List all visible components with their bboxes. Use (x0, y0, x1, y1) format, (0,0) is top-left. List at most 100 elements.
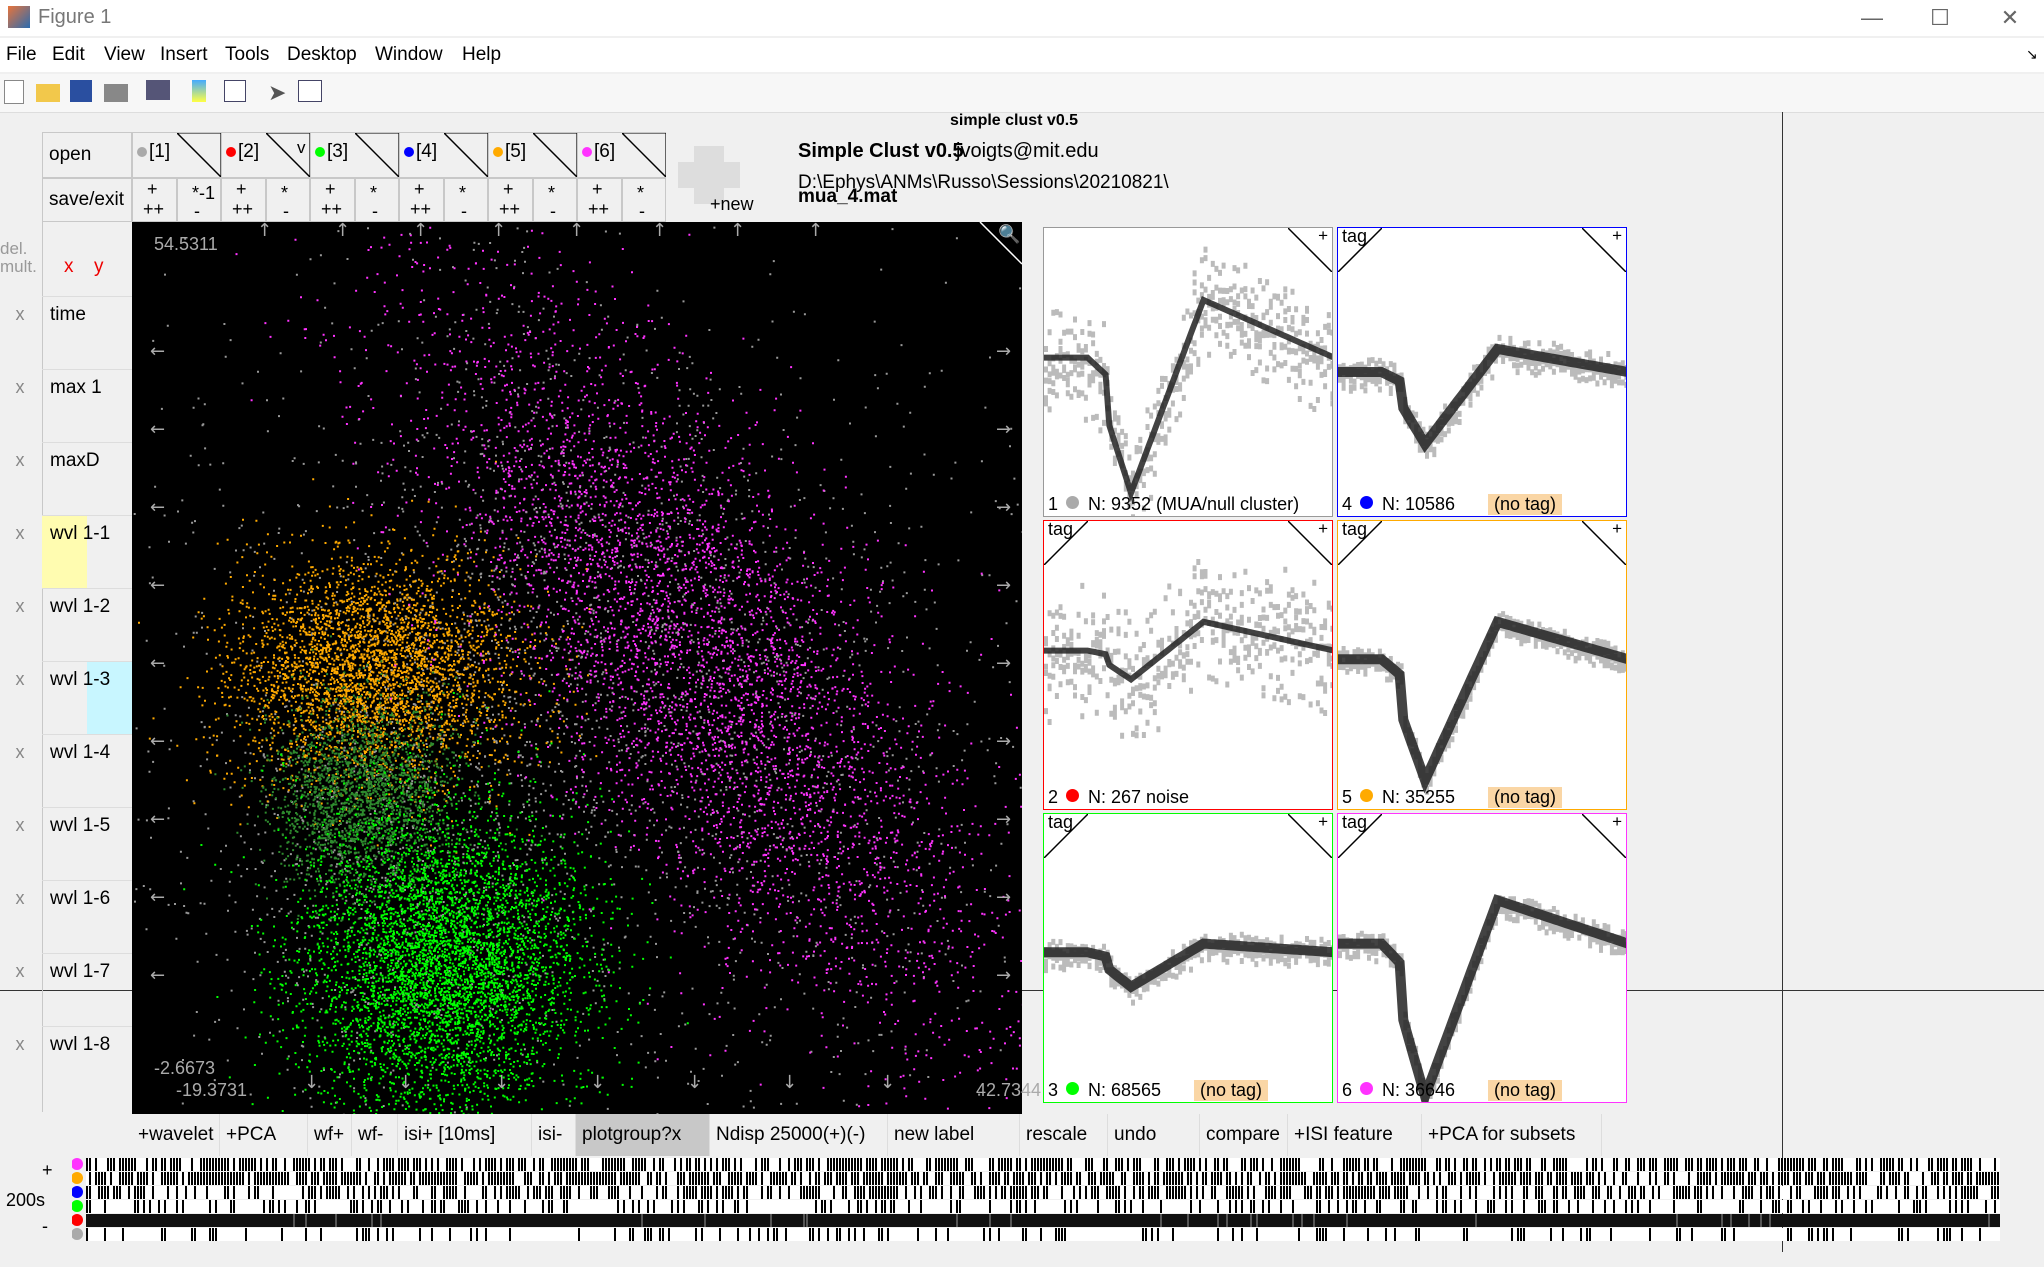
tab-corner-icon[interactable] (266, 133, 310, 177)
cluster-4-remove[interactable]: * - (444, 178, 488, 222)
bottom-button-9[interactable]: rescale (1020, 1114, 1108, 1156)
feature-delete-4[interactable]: x (15, 596, 25, 616)
feature-y-cell-0[interactable] (87, 296, 132, 370)
waveform-tag[interactable]: (no tag) (1488, 787, 1563, 808)
bottom-button-11[interactable]: compare (1200, 1114, 1288, 1156)
new-cluster-button[interactable]: +new (672, 134, 762, 218)
save-icon[interactable] (70, 80, 92, 102)
feature-x-cell-3[interactable] (42, 515, 87, 589)
save-exit-button[interactable]: save/exit (42, 178, 132, 222)
feature-x-cell-2[interactable] (42, 442, 87, 516)
menu-window[interactable]: Window (375, 44, 443, 65)
waveform-panel-5[interactable]: + tag 5 N: 35255 (no tag) (1337, 519, 1627, 810)
open-folder-icon[interactable] (36, 84, 60, 102)
cluster-1-remove[interactable]: *-1 - (177, 178, 221, 222)
cluster-2-remove[interactable]: * - (266, 178, 310, 222)
cluster-3-remove[interactable]: * - (355, 178, 399, 222)
cluster-5-remove[interactable]: * - (533, 178, 577, 222)
zoom-icon[interactable]: 🔍 (998, 224, 1021, 244)
panel-plus[interactable]: + (1318, 812, 1328, 831)
panel-plus[interactable]: + (1612, 812, 1622, 831)
colorbar-icon[interactable] (192, 80, 206, 102)
feature-delete-1[interactable]: x (15, 377, 25, 397)
cluster-tab-1[interactable]: [1] (132, 132, 221, 178)
feature-delete-2[interactable]: x (15, 450, 25, 470)
bottom-button-6[interactable]: plotgroup?x (576, 1114, 710, 1156)
feature-x-cell-0[interactable] (42, 296, 87, 370)
tab-corner-icon[interactable] (177, 133, 221, 177)
feature-y-cell-7[interactable] (87, 807, 132, 881)
bottom-button-8[interactable]: new label (888, 1114, 1020, 1156)
waveform-tag[interactable]: (no tag) (1488, 494, 1563, 515)
panel-corner-icon[interactable] (1582, 228, 1626, 272)
bottom-button-4[interactable]: isi+ [10ms] (398, 1114, 532, 1156)
panel-corner-icon[interactable] (1288, 814, 1332, 858)
timeline-plus[interactable]: + (42, 1160, 53, 1180)
cluster-tab-4[interactable]: [4] (399, 132, 488, 178)
tag-corner-icon[interactable] (1338, 521, 1382, 565)
tab-corner-icon[interactable] (622, 133, 666, 177)
cluster-6-add[interactable]: + ++ (577, 178, 622, 222)
bottom-button-12[interactable]: +ISI feature (1288, 1114, 1422, 1156)
feature-delete-8[interactable]: x (15, 888, 25, 908)
new-file-icon[interactable] (4, 80, 24, 104)
waveform-panel-1[interactable]: + 1 N: 9352 (MUA/null cluster) (1043, 226, 1333, 517)
tag-button[interactable]: tag (1342, 519, 1368, 539)
scatter-plot[interactable]: ← → ← → ← → ← → ← → ← → ← → ← → ← → ↑ ↑ ↑ ↑ ↑ ↑ ↑ ↑ ↓ ↓ ↓ ↓ ↓ ↓ ↓ 54.531… (132, 222, 1022, 1114)
minimize-icon[interactable]: — (1861, 5, 1883, 30)
bottom-button-7[interactable]: Ndisp 25000(+)(-) (710, 1114, 888, 1156)
panel-plus[interactable]: + (1612, 519, 1622, 538)
close-icon[interactable]: ✕ (2000, 5, 2020, 30)
print-preview-icon[interactable] (146, 80, 170, 100)
bottom-button-10[interactable]: undo (1108, 1114, 1200, 1156)
feature-y-cell-2[interactable] (87, 442, 132, 516)
panel-corner-icon[interactable] (1288, 521, 1332, 565)
waveform-panel-4[interactable]: + tag 4 N: 10586 (no tag) (1337, 226, 1627, 517)
panel-corner-icon[interactable] (1582, 521, 1626, 565)
menu-view[interactable]: View (104, 44, 145, 65)
feature-delete-0[interactable]: x (15, 304, 25, 324)
panel-corner-icon[interactable] (1582, 814, 1626, 858)
feature-x-cell-4[interactable] (42, 588, 87, 662)
menu-edit[interactable]: Edit (52, 44, 85, 65)
tab-corner-icon[interactable] (355, 133, 399, 177)
cluster-timeline[interactable] (72, 1156, 2032, 1244)
feature-delete-3[interactable]: x (15, 523, 25, 543)
feature-x-cell-9[interactable] (42, 953, 87, 1027)
cluster-3-add[interactable]: + ++ (310, 178, 355, 222)
panel-plus[interactable]: + (1318, 519, 1328, 538)
tag-corner-icon[interactable] (1338, 228, 1382, 272)
property-inspector-icon[interactable] (298, 80, 322, 102)
feature-delete-9[interactable]: x (15, 961, 25, 981)
tag-corner-icon[interactable] (1338, 814, 1382, 858)
waveform-panel-3[interactable]: + tag 3 N: 68565 (no tag) (1043, 812, 1333, 1103)
cluster-tab-3[interactable]: [3] (310, 132, 399, 178)
waveform-tag[interactable]: (no tag) (1194, 1080, 1269, 1101)
feature-y-cell-10[interactable] (87, 1026, 132, 1100)
bottom-button-5[interactable]: isi- (532, 1114, 576, 1156)
menu-help[interactable]: Help (462, 44, 502, 65)
tag-button[interactable]: tag (1342, 226, 1368, 246)
menu-insert[interactable]: Insert (160, 44, 208, 65)
feature-x-cell-10[interactable] (42, 1026, 87, 1100)
feature-x-cell-6[interactable] (42, 734, 87, 808)
menu-file[interactable]: File (6, 44, 37, 65)
cluster-1-add[interactable]: + ++ (132, 178, 177, 222)
cluster-6-remove[interactable]: * - (622, 178, 666, 222)
feature-delete-5[interactable]: x (15, 669, 25, 689)
tab-corner-icon[interactable] (444, 133, 488, 177)
feature-x-cell-5[interactable] (42, 661, 87, 735)
dock-arrow-icon[interactable]: ↘ (2026, 46, 2038, 62)
panel-plus[interactable]: + (1612, 226, 1622, 245)
bottom-button-13[interactable]: +PCA for subsets (1422, 1114, 1602, 1156)
feature-y-cell-6[interactable] (87, 734, 132, 808)
panel-corner-icon[interactable] (1288, 228, 1332, 272)
feature-y-cell-4[interactable] (87, 588, 132, 662)
tab-corner-icon[interactable] (533, 133, 577, 177)
open-button[interactable]: open (42, 132, 132, 178)
panel-plus[interactable]: + (1318, 226, 1328, 245)
print-icon[interactable] (104, 84, 128, 102)
tag-button[interactable]: tag (1048, 519, 1074, 539)
tag-button[interactable]: tag (1342, 812, 1368, 832)
bottom-button-3[interactable]: wf- (352, 1114, 398, 1156)
